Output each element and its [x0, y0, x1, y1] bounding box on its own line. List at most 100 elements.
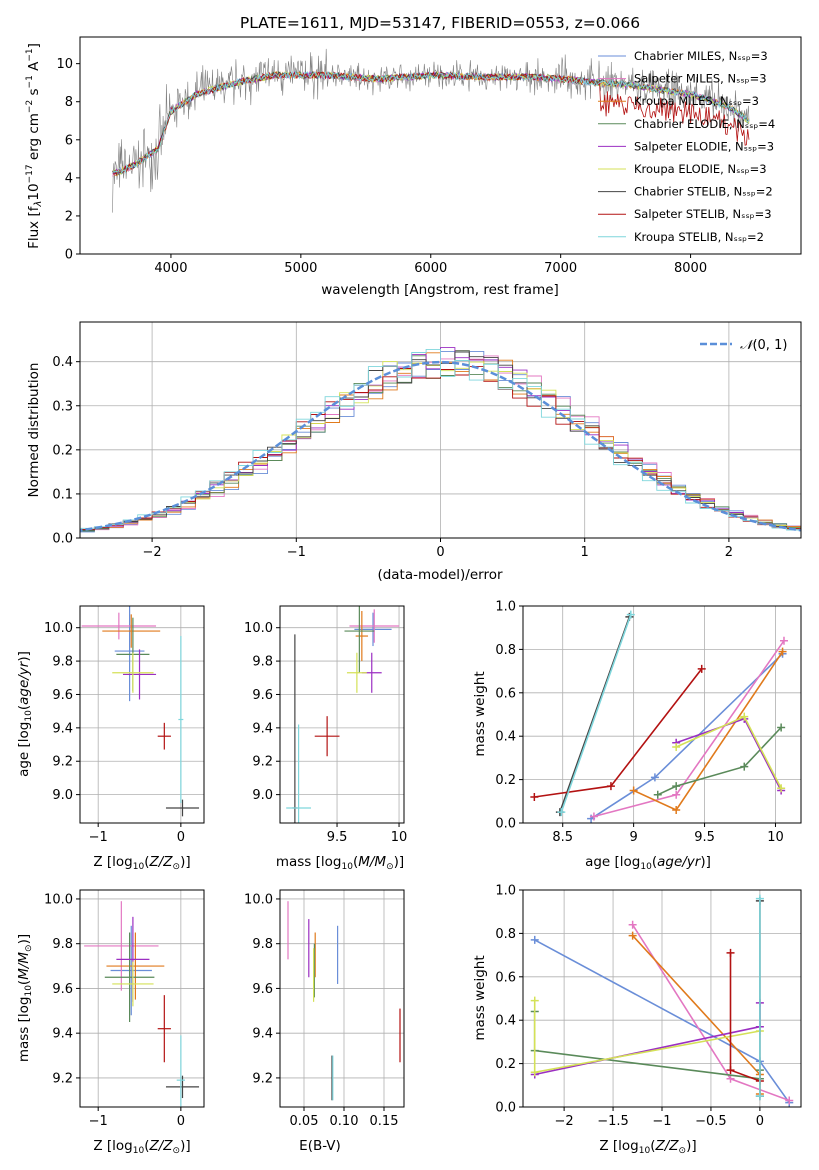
y-tick-label: 0.4 — [52, 355, 73, 370]
massweight-vs-metallicity-panel: −2 −1.5 −1 −0.5 0 0.0 0.2 0.4 0.6 0.8 1.0 — [495, 884, 802, 1129]
legend-label: Salpeter MILES, Nₛₛₚ=3 — [634, 72, 767, 86]
x-tick-label: 0 — [756, 1114, 764, 1129]
x-tick-label: −1.5 — [597, 1114, 629, 1129]
y-tick-label: 9.8 — [252, 655, 273, 670]
y-tick-label: 9.4 — [52, 721, 73, 736]
point-marker — [530, 935, 539, 944]
y-tick-label: 9.2 — [52, 755, 73, 770]
y-tick-label: 0.6 — [495, 970, 516, 985]
legend-label: Kroupa MILES, Nₛₛₚ=3 — [634, 94, 759, 108]
x-tick-label: 5000 — [284, 261, 317, 276]
x-tick-label: 2 — [725, 545, 733, 560]
point-marker — [777, 784, 786, 793]
model-spectrum — [112, 70, 750, 175]
point-marker — [740, 762, 749, 771]
mwZ-xlabel: Z [log10(Z/Z⊙)] — [599, 1138, 696, 1156]
y-tick-label: 0.4 — [495, 1014, 516, 1029]
y-tick-label: 0.0 — [52, 532, 73, 547]
y-tick-label: 0.8 — [495, 643, 516, 658]
residual-histogram-panel: −2 −1 0 1 2 0.0 0.1 0.2 0.3 0.4 (data-model)/erro… — [26, 321, 802, 583]
y-tick-label: 9.2 — [252, 755, 273, 770]
mwAge-xlabel: age [log10(age/yr)] — [585, 854, 711, 872]
x-tick-label: −1 — [652, 1114, 671, 1129]
x-tick-label: −2 — [555, 1114, 574, 1129]
y-tick-label: 1.0 — [495, 600, 516, 615]
y-tick-label: 10.0 — [244, 892, 273, 907]
legend-label: Salpeter ELODIE, Nₛₛₚ=3 — [634, 139, 774, 153]
point-marker — [628, 920, 637, 929]
y-tick-label: 0.4 — [495, 730, 516, 745]
legend-label: Chabrier ELODIE, Nₛₛₚ=4 — [634, 117, 775, 131]
legend-label: Kroupa STELIB, Nₛₛₚ=2 — [634, 230, 764, 244]
point-marker — [740, 712, 749, 721]
point-marker — [606, 782, 615, 791]
weight-line — [560, 614, 632, 813]
y-tick-label: 0.8 — [495, 927, 516, 942]
age-vs-mass-panel: 9.5 10 9.0 9.2 9.4 9.6 9.8 10.0 — [244, 605, 408, 845]
massZ-xlabel: Z [log10(Z/Z⊙)] — [93, 1138, 190, 1156]
spectrum-title: PLATE=1611, MJD=53147, FIBERID=0553, z=0… — [240, 14, 640, 32]
point-marker — [672, 790, 681, 799]
point-marker — [778, 647, 787, 656]
point-marker — [755, 894, 764, 903]
y-tick-label: 0.2 — [495, 773, 516, 788]
point-marker — [626, 610, 635, 619]
plot-area — [530, 894, 794, 1107]
y-tick-label: 9.2 — [252, 1071, 273, 1086]
mass-vs-metallicity-panel: −1 0 9.2 9.4 9.6 9.8 10.0 — [44, 889, 205, 1129]
spectrum-xlabel: wavelength [Angstrom, rest frame] — [321, 282, 559, 298]
model-spectrum — [112, 70, 750, 174]
x-tick-label: −1 — [89, 1114, 108, 1129]
y-tick-label: 0.2 — [52, 443, 73, 458]
x-tick-label: 0 — [436, 545, 444, 560]
legend-label: Kroupa ELODIE, Nₛₛₚ=3 — [634, 162, 767, 176]
y-tick-label: 0.0 — [495, 817, 516, 832]
x-tick-label: −1 — [287, 545, 306, 560]
histogram-plot-area — [80, 347, 801, 534]
x-tick-label: 0.05 — [290, 1114, 319, 1129]
spectrum-plot-area — [112, 48, 750, 213]
axes-frame — [79, 889, 205, 1108]
weight-line — [534, 668, 703, 798]
point-marker — [653, 790, 662, 799]
weight-line — [657, 726, 782, 796]
weight-line — [533, 1000, 761, 1074]
x-tick-label: 6000 — [414, 261, 447, 276]
y-tick-label: 0.1 — [52, 487, 73, 502]
histogram-ylabel: Normed distribution — [26, 363, 42, 498]
y-tick-label: 1.0 — [495, 884, 516, 899]
x-tick-label: 9.5 — [327, 830, 348, 845]
point-marker — [589, 812, 598, 821]
x-tick-label: 10 — [391, 830, 408, 845]
weight-line — [533, 1011, 761, 1080]
y-tick-label: 8 — [65, 95, 73, 110]
ageZ-xlabel: Z [log10(Z/Z⊙)] — [93, 854, 190, 872]
massZ-ylabel: mass [log10(M/M⊙)] — [16, 934, 34, 1062]
x-tick-label: 9.5 — [694, 830, 715, 845]
x-tick-label: 9 — [629, 830, 637, 845]
plot-area — [287, 901, 401, 1101]
histogram-xlabel: (data-model)/error — [377, 567, 503, 583]
spectrum-panel: PLATE=1611, MJD=53147, FIBERID=0553, z=0… — [25, 14, 802, 298]
y-tick-label: 9.6 — [52, 982, 73, 997]
x-tick-label: 0 — [177, 1114, 185, 1129]
x-tick-label: −2 — [143, 545, 162, 560]
y-tick-label: 9.0 — [52, 788, 73, 803]
x-tick-label: 4000 — [154, 261, 187, 276]
x-tick-label: 0.10 — [330, 1114, 359, 1129]
mwAge-ylabel: mass weight — [472, 671, 488, 756]
y-tick-label: 10.0 — [44, 621, 73, 636]
point-marker — [755, 1092, 764, 1101]
plot-area — [530, 610, 788, 823]
point-marker — [726, 1066, 735, 1075]
point-marker — [650, 773, 659, 782]
mwZ-ylabel: mass weight — [472, 955, 488, 1040]
point-marker — [726, 1074, 735, 1083]
age-vs-metallicity-panel: −1 0 9.0 9.2 9.4 9.6 9.8 10.0 — [44, 605, 205, 845]
y-tick-label: 9.8 — [252, 937, 273, 952]
x-tick-label: 7000 — [544, 261, 577, 276]
massEbv-xlabel: E(B-V) — [299, 1138, 341, 1154]
point-marker — [629, 786, 638, 795]
point-marker — [530, 792, 539, 801]
y-tick-label: 10.0 — [244, 621, 273, 636]
